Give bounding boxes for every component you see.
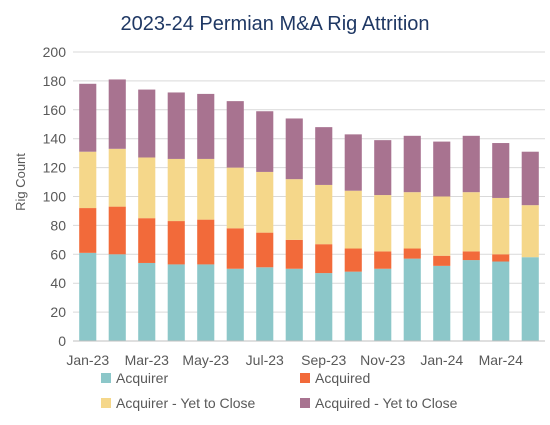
x-tick-label: Nov-23 xyxy=(360,352,405,368)
bar-segment-2 xyxy=(285,239,303,269)
bar-segment-1 xyxy=(344,271,362,341)
y-tick-label: 100 xyxy=(43,189,67,205)
bar-segment-1 xyxy=(197,264,215,341)
axes: 0 20 40 60 80 100 120 140 160 180 200 Jan-23 Mar-23 M… xyxy=(43,44,545,368)
bar-segment-2 xyxy=(256,232,274,268)
bar-segment-1 xyxy=(462,260,480,341)
bar-segment-4 xyxy=(167,92,185,159)
bar-segment-1 xyxy=(108,254,126,341)
bar-segment-4 xyxy=(374,140,392,196)
bar-segment-2 xyxy=(492,254,510,262)
bar-segment-3 xyxy=(167,158,185,222)
bar-segment-4 xyxy=(108,79,126,149)
legend-swatch xyxy=(300,398,310,408)
legend-swatch xyxy=(101,373,111,383)
y-axis-label: Rig Count xyxy=(13,153,28,211)
bar-segment-1 xyxy=(315,273,333,341)
bar-segment-1 xyxy=(492,261,510,341)
legend-label: Acquired - Yet to Close xyxy=(315,395,458,411)
y-tick-label: 120 xyxy=(43,160,67,176)
bar-segment-3 xyxy=(403,192,421,249)
bar-segment-1 xyxy=(374,268,392,341)
legend-swatch xyxy=(300,373,310,383)
bar-segment-3 xyxy=(315,184,333,245)
x-tick-label: Jul-23 xyxy=(246,352,284,368)
x-tick-label: Mar-24 xyxy=(479,352,524,368)
bar-segment-2 xyxy=(108,206,126,255)
legend-label: Acquirer - Yet to Close xyxy=(116,395,256,411)
y-tick-label: 200 xyxy=(43,44,67,60)
bar-segment-4 xyxy=(197,93,215,159)
y-tick-label: 40 xyxy=(50,275,66,291)
bar-segment-4 xyxy=(344,134,362,191)
bar-segment-3 xyxy=(79,151,97,209)
bar-segment-3 xyxy=(492,197,510,255)
bar-segment-4 xyxy=(256,111,274,172)
bar-series-group xyxy=(79,79,539,341)
bar-segment-2 xyxy=(344,248,362,272)
bar-segment-3 xyxy=(433,196,451,256)
x-tick-label: Sep-23 xyxy=(301,352,346,368)
bar-segment-2 xyxy=(374,251,392,269)
bar-segment-1 xyxy=(226,268,244,341)
chart-title: 2023-24 Permian M&A Rig Attrition xyxy=(120,13,429,35)
x-tick-label: May-23 xyxy=(182,352,229,368)
bar-segment-2 xyxy=(462,251,480,261)
bar-segment-2 xyxy=(433,255,451,266)
y-tick-label: 180 xyxy=(43,73,67,89)
bar-segment-1 xyxy=(138,262,156,341)
bar-segment-3 xyxy=(285,179,303,240)
y-tick-label: 160 xyxy=(43,102,67,118)
bar-segment-4 xyxy=(462,135,480,193)
x-tick-label: Mar-23 xyxy=(125,352,170,368)
x-tick-label: Jan-23 xyxy=(66,352,109,368)
bar-segment-2 xyxy=(79,208,97,253)
bar-segment-1 xyxy=(256,267,274,341)
legend: Acquirer Acquired Acquirer - Yet to Close A… xyxy=(101,370,458,411)
bar-segment-3 xyxy=(197,158,215,220)
bar-segment-2 xyxy=(315,244,333,274)
bar-segment-1 xyxy=(167,264,185,341)
bar-segment-4 xyxy=(285,118,303,180)
bar-segment-2 xyxy=(403,248,421,259)
bar-segment-4 xyxy=(79,83,97,152)
legend-label: Acquirer xyxy=(116,370,168,386)
bar-segment-3 xyxy=(374,195,392,252)
legend-label: Acquired xyxy=(315,370,370,386)
y-tick-label: 60 xyxy=(50,246,66,262)
bar-segment-2 xyxy=(167,221,185,265)
x-tick-label: Jan-24 xyxy=(420,352,463,368)
bar-segment-3 xyxy=(462,192,480,252)
y-tick-label: 80 xyxy=(50,217,66,233)
bar-segment-2 xyxy=(138,218,156,263)
bar-segment-1 xyxy=(403,258,421,341)
bar-segment-1 xyxy=(521,257,539,341)
legend-swatch xyxy=(101,398,111,408)
bar-segment-3 xyxy=(138,157,156,219)
bar-segment-4 xyxy=(492,143,510,198)
bar-segment-4 xyxy=(138,89,156,158)
bar-segment-2 xyxy=(226,228,244,269)
y-tick-label: 0 xyxy=(58,333,66,349)
bar-segment-4 xyxy=(521,151,539,206)
bar-segment-3 xyxy=(521,205,539,258)
bar-segment-1 xyxy=(79,252,97,341)
bar-segment-4 xyxy=(433,141,451,197)
bar-segment-1 xyxy=(433,265,451,341)
bar-segment-3 xyxy=(226,167,244,229)
bar-segment-3 xyxy=(344,190,362,249)
bar-segment-4 xyxy=(315,127,333,185)
bar-segment-3 xyxy=(256,171,274,233)
y-tick-label: 20 xyxy=(50,304,66,320)
bar-segment-4 xyxy=(403,135,421,193)
bar-segment-3 xyxy=(108,148,126,207)
y-tick-label: 140 xyxy=(43,131,67,147)
bar-segment-4 xyxy=(226,101,244,168)
bar-segment-2 xyxy=(197,219,215,265)
bar-segment-1 xyxy=(285,268,303,341)
